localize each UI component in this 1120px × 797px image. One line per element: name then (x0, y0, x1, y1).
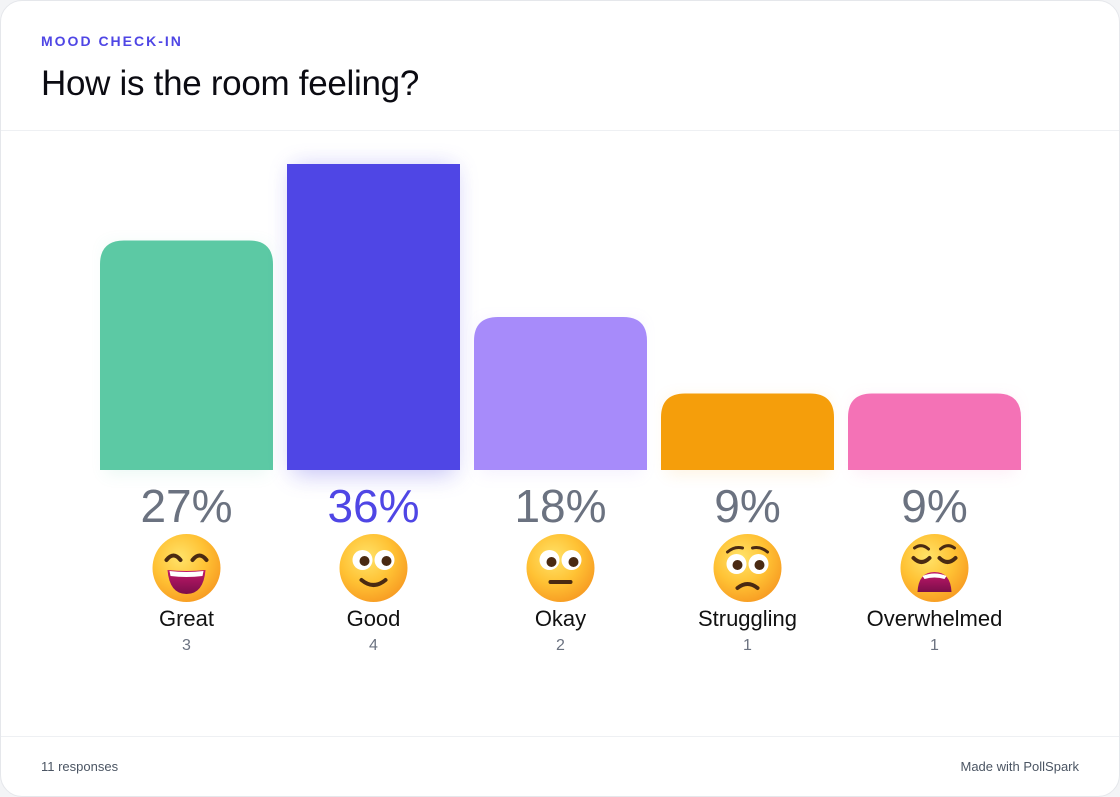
category-label-overwhelmed: Overwhelmed (867, 606, 1003, 631)
response-count: 11 responses (41, 758, 119, 774)
count-label-struggling: 1 (743, 637, 752, 654)
category-label-great: Great (159, 606, 214, 631)
count-label-great: 3 (182, 637, 191, 654)
neutral-face-icon (526, 534, 595, 602)
count-label-good: 4 (369, 637, 378, 654)
percent-label-struggling: 9% (714, 480, 780, 532)
smiling-face-icon (339, 534, 408, 602)
category-label-struggling: Struggling (698, 606, 797, 631)
percent-label-okay: 18% (514, 480, 606, 532)
weary-face-icon (900, 534, 969, 602)
percent-label-great: 27% (140, 480, 232, 532)
bar-chart-svg: 27% Great 3 36% Good 4 18% Okay 2 9% Struggling 1 9%… (100, 164, 1021, 654)
grinning-face-icon (152, 534, 221, 602)
page-title: How is the room feeling? (41, 64, 419, 103)
bar-struggling[interactable] (661, 393, 834, 471)
worried-face-icon (713, 534, 782, 602)
results-chart: 27% Great 3 36% Good 4 18% Okay 2 9% Struggling 1 9%… (1, 132, 1119, 736)
bar-overwhelmed[interactable] (848, 393, 1021, 471)
percent-label-good: 36% (327, 480, 419, 532)
count-label-okay: 2 (556, 637, 565, 654)
eyebrow-label: MOOD CHECK-IN (41, 33, 183, 49)
card-header: MOOD CHECK-IN How is the room feeling? (1, 1, 1119, 131)
bar-great[interactable] (100, 240, 273, 471)
category-label-good: Good (347, 606, 401, 631)
card-footer: 11 responses Made with PollSpark (1, 736, 1119, 796)
made-with-credit[interactable]: Made with PollSpark (960, 758, 1080, 774)
count-label-overwhelmed: 1 (930, 637, 939, 654)
bar-good[interactable] (287, 164, 460, 470)
bar-okay[interactable] (474, 317, 647, 470)
category-label-okay: Okay (535, 606, 586, 631)
percent-label-overwhelmed: 9% (901, 480, 967, 532)
